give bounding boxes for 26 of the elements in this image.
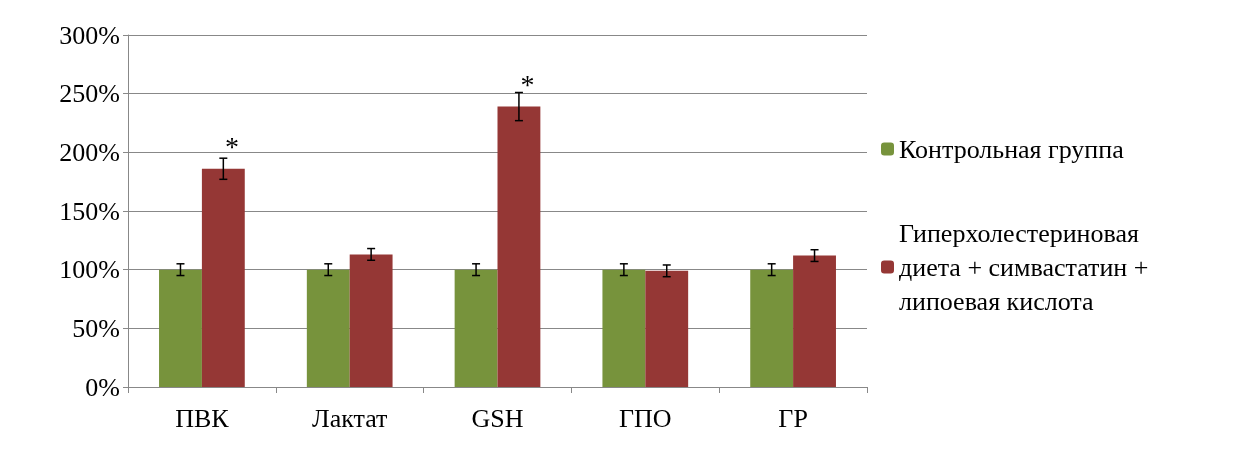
x-tick-label: ГПО	[619, 403, 672, 433]
legend-label: Контрольная группа	[899, 134, 1125, 164]
annotation: *	[224, 131, 239, 163]
bar	[602, 269, 646, 387]
legend-label: Гиперхолестериновая диета + симвастатин + липоевая кислота	[899, 218, 1149, 316]
bar	[750, 269, 794, 387]
annotation: *	[520, 69, 535, 101]
bar	[306, 269, 350, 387]
x-tick-label: Лактат	[312, 403, 388, 433]
bar	[349, 254, 393, 387]
bar	[645, 270, 689, 387]
y-tick-label: 50%	[72, 313, 120, 343]
x-tick-label: ПВК	[175, 403, 230, 433]
y-tick-label: 200%	[59, 137, 120, 167]
y-tick-label: 300%	[59, 20, 120, 50]
bar	[159, 269, 202, 387]
bar	[454, 269, 498, 387]
y-tick-label: 0%	[85, 372, 120, 402]
bar	[497, 106, 541, 387]
bar	[793, 255, 836, 387]
y-tick-label: 100%	[59, 255, 120, 285]
y-tick-label: 150%	[59, 196, 120, 226]
y-tick-label: 250%	[59, 79, 120, 109]
x-tick-label: ГР	[778, 403, 808, 433]
bar	[201, 168, 245, 387]
x-tick-label: GSH	[471, 403, 524, 433]
